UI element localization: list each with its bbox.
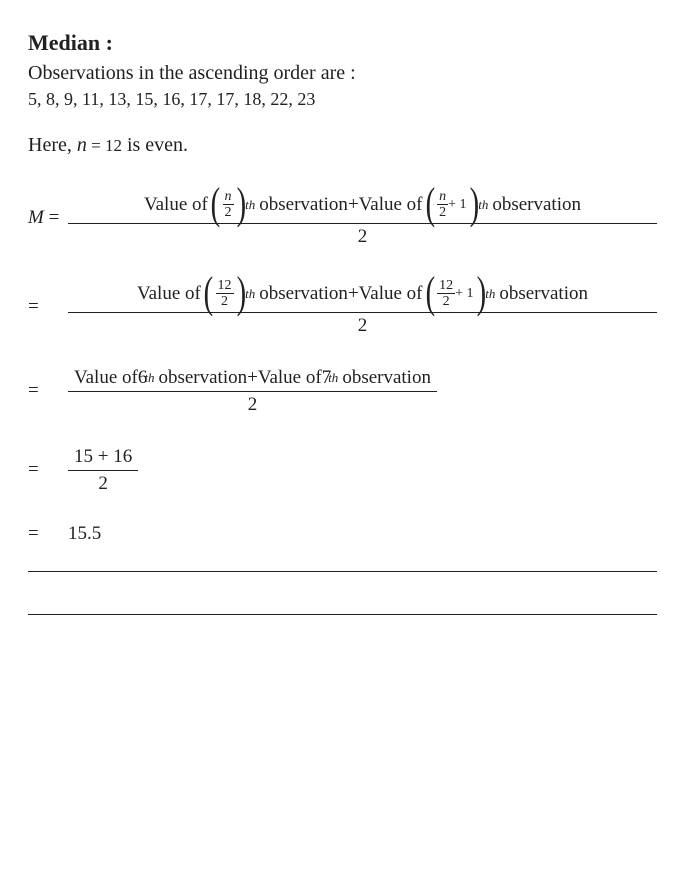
median-formula-general: M = Value of ( n 2 ) th observation + Va… [28, 187, 657, 250]
median-formula-substituted: = Value of ( 12 2 ) th observation + Val… [28, 276, 657, 339]
ascending-order-label: Observations in the ascending order are … [28, 62, 657, 85]
separator-line-2 [28, 614, 657, 615]
median-sixth-seventh: = Value of 6th observation + Value of 7t… [28, 365, 657, 418]
median-heading: Median : [28, 30, 657, 56]
median-values-sum: = 15 + 16 2 [28, 444, 657, 497]
separator-line-1 [28, 571, 657, 572]
n-is-even-line: Here, n = 12 is even. [28, 134, 657, 157]
observation-values: 5, 8, 9, 11, 13, 15, 16, 17, 17, 18, 22,… [28, 89, 657, 110]
median-result: = 15.5 [28, 523, 657, 545]
